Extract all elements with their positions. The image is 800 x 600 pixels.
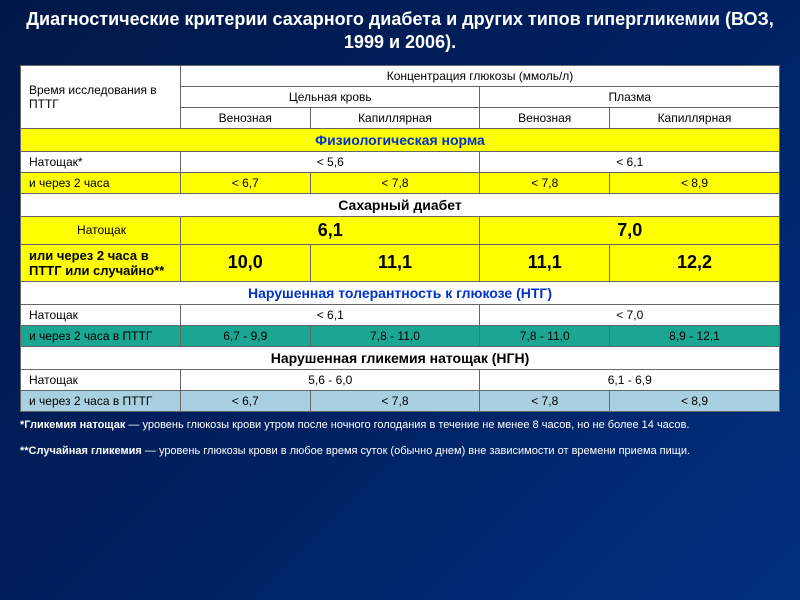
ntg-label-fasting: Натощак (21, 304, 181, 325)
header-venous-2: Венозная (480, 107, 610, 128)
diab-h2-v: 10,0 (181, 244, 311, 281)
ntg-label-after2h: и через 2 часа в ПТТГ (21, 325, 181, 346)
ngn-h2-pv: < 7,8 (480, 390, 610, 411)
section-ntg: Нарушенная толерантность к глюкозе (НТГ) (21, 281, 780, 304)
ntg-h2-c: 7,8 - 11,0 (310, 325, 480, 346)
label-fasting: Натощак* (21, 151, 181, 172)
ngn-fast-plasma: 6,1 - 6,9 (480, 369, 780, 390)
ngn-label-fasting: Натощак (21, 369, 181, 390)
phys-h2-v: < 6,7 (181, 172, 311, 193)
label-after2h: и через 2 часа (21, 172, 181, 193)
footnote-1-label: *Гликемия натощак (20, 419, 125, 431)
ngn-label-after2h: и через 2 часа в ПТТГ (21, 390, 181, 411)
diab-label-fasting: Натощак (21, 216, 181, 244)
footnote-2: **Случайная гликемия — уровень глюкозы к… (0, 438, 800, 464)
ngn-h2-c: < 7,8 (310, 390, 480, 411)
diab-label-or2h: или через 2 часа в ПТТГ или случайно** (21, 244, 181, 281)
diab-fast-whole: 6,1 (181, 216, 480, 244)
ngn-h2-pc: < 8,9 (609, 390, 779, 411)
phys-h2-c: < 7,8 (310, 172, 480, 193)
ntg-fast-plasma: < 7,0 (480, 304, 780, 325)
header-time: Время исследования в ПТТГ (21, 65, 181, 128)
ntg-h2-pc: 8,9 - 12,1 (609, 325, 779, 346)
footnote-2-label: **Случайная гликемия (20, 445, 142, 457)
header-capillary-1: Капиллярная (310, 107, 480, 128)
footnote-2-text: — уровень глюкозы крови в любое время су… (142, 445, 690, 457)
section-diabetes: Сахарный диабет (21, 193, 780, 216)
header-whole-blood: Цельная кровь (181, 86, 480, 107)
footnote-1: *Гликемия натощак — уровень глюкозы кров… (0, 412, 800, 438)
section-ngn: Нарушенная гликемия натощак (НГН) (21, 346, 780, 369)
phys-h2-pc: < 8,9 (609, 172, 779, 193)
ngn-h2-v: < 6,7 (181, 390, 311, 411)
footnote-1-text: — уровень глюкозы крови утром после ночн… (125, 419, 689, 431)
ngn-fast-whole: 5,6 - 6,0 (181, 369, 480, 390)
ntg-h2-v: 6,7 - 9,9 (181, 325, 311, 346)
phys-fast-plasma: < 6,1 (480, 151, 780, 172)
section-phys-norm: Физиологическая норма (21, 128, 780, 151)
criteria-table: Время исследования в ПТТГ Концентрация г… (20, 65, 780, 412)
header-concentration: Концентрация глюкозы (ммоль/л) (181, 65, 780, 86)
header-capillary-2: Капиллярная (609, 107, 779, 128)
phys-fast-whole: < 5,6 (181, 151, 480, 172)
page-title: Диагностические критерии сахарного диабе… (0, 0, 800, 65)
phys-h2-pv: < 7,8 (480, 172, 610, 193)
header-venous-1: Венозная (181, 107, 311, 128)
diab-fast-plasma: 7,0 (480, 216, 780, 244)
diab-h2-c: 11,1 (310, 244, 480, 281)
header-plasma: Плазма (480, 86, 780, 107)
ntg-fast-whole: < 6,1 (181, 304, 480, 325)
diab-h2-pc: 12,2 (609, 244, 779, 281)
diab-h2-pv: 11,1 (480, 244, 610, 281)
ntg-h2-pv: 7,8 - 11,0 (480, 325, 610, 346)
